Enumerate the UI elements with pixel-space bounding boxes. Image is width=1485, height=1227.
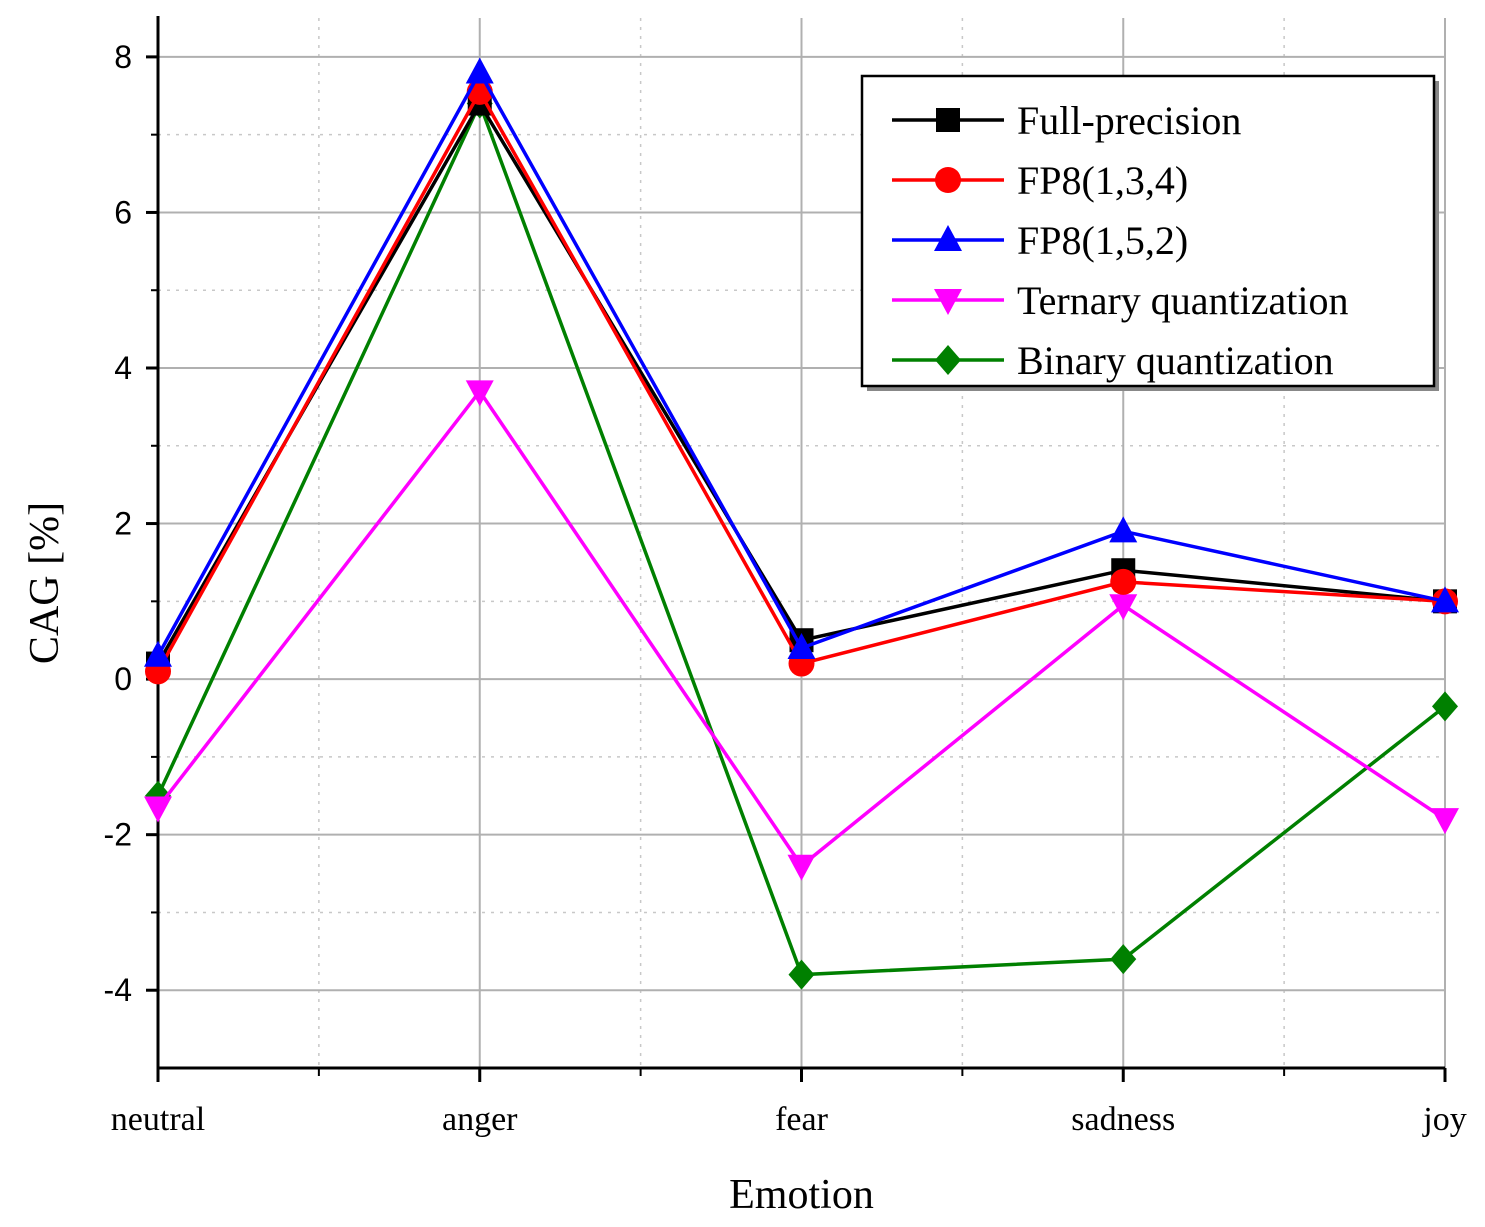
series-group xyxy=(144,57,1459,990)
y-tick-label: 0 xyxy=(114,661,132,697)
data-point-ternary-quantization xyxy=(465,380,494,407)
x-axis-title: Emotion xyxy=(729,1172,874,1218)
y-tick-label: -4 xyxy=(104,972,132,1008)
data-point-ternary-quantization xyxy=(1109,594,1138,621)
x-tick-label: neutral xyxy=(111,1101,205,1138)
legend-marker-binary-quantization xyxy=(935,345,961,375)
legend-label-full-precision: Full-precision xyxy=(1017,98,1241,143)
legend-label-fp8-1-3-4: FP8(1,3,4) xyxy=(1017,158,1188,203)
data-point-fp8-1-5-2 xyxy=(1109,516,1138,543)
legend-label-fp8-1-5-2: FP8(1,5,2) xyxy=(1017,218,1188,263)
x-tick-label: sadness xyxy=(1071,1101,1175,1138)
y-tick-label: -2 xyxy=(104,817,132,853)
legend-label-binary-quantization: Binary quantization xyxy=(1017,338,1334,383)
x-tick-label: fear xyxy=(775,1101,829,1138)
data-point-binary-quantization xyxy=(1432,691,1458,722)
y-tick-label: 8 xyxy=(114,39,132,75)
series-fp8-1-5-2 xyxy=(144,57,1459,667)
data-point-fp8-1-5-2 xyxy=(787,633,816,659)
legend-item-full-precision: Full-precision xyxy=(892,98,1241,143)
y-axis-title: CAG [%] xyxy=(22,502,68,664)
data-point-ternary-quantization xyxy=(1431,808,1459,835)
axes: -4 -2 0 2 4 6 8 neutral anger fear sadness joy Emoti… xyxy=(22,16,1467,1218)
x-tick-label: joy xyxy=(1422,1101,1466,1138)
y-tick-label: 2 xyxy=(114,506,132,542)
data-point-binary-quantization xyxy=(1110,944,1137,975)
legend-item-fp8-1-3-4: FP8(1,3,4) xyxy=(892,158,1188,203)
legend-item-ternary-quantization: Ternary quantization xyxy=(892,278,1349,323)
data-point-fp8-1-5-2 xyxy=(144,640,172,667)
legend-item-binary-quantization: Binary quantization xyxy=(892,338,1334,383)
data-point-fp8-1-5-2 xyxy=(1431,586,1459,613)
legend: Full-precision FP8(1,3,4) FP8(1,5,2) Ternar… xyxy=(860,74,1439,391)
y-tick-label: 4 xyxy=(114,350,132,386)
legend-marker-ternary-quantization xyxy=(934,289,962,315)
x-tick-label: anger xyxy=(442,1101,518,1138)
data-point-binary-quantization xyxy=(788,959,815,990)
data-point-fp8-1-3-4 xyxy=(1110,568,1137,595)
data-point-ternary-quantization xyxy=(787,854,816,881)
y-tick-label: 6 xyxy=(114,194,132,230)
legend-marker-fp8-1-3-4 xyxy=(935,167,961,193)
legend-marker-fp8-1-5-2 xyxy=(934,225,962,251)
data-point-fp8-1-5-2 xyxy=(465,57,494,84)
legend-label-ternary-quantization: Ternary quantization xyxy=(1017,278,1349,323)
legend-item-fp8-1-5-2: FP8(1,5,2) xyxy=(892,218,1188,263)
data-point-ternary-quantization xyxy=(144,796,172,823)
series-ternary-quantization xyxy=(144,380,1459,881)
legend-marker-full-precision xyxy=(936,108,960,132)
